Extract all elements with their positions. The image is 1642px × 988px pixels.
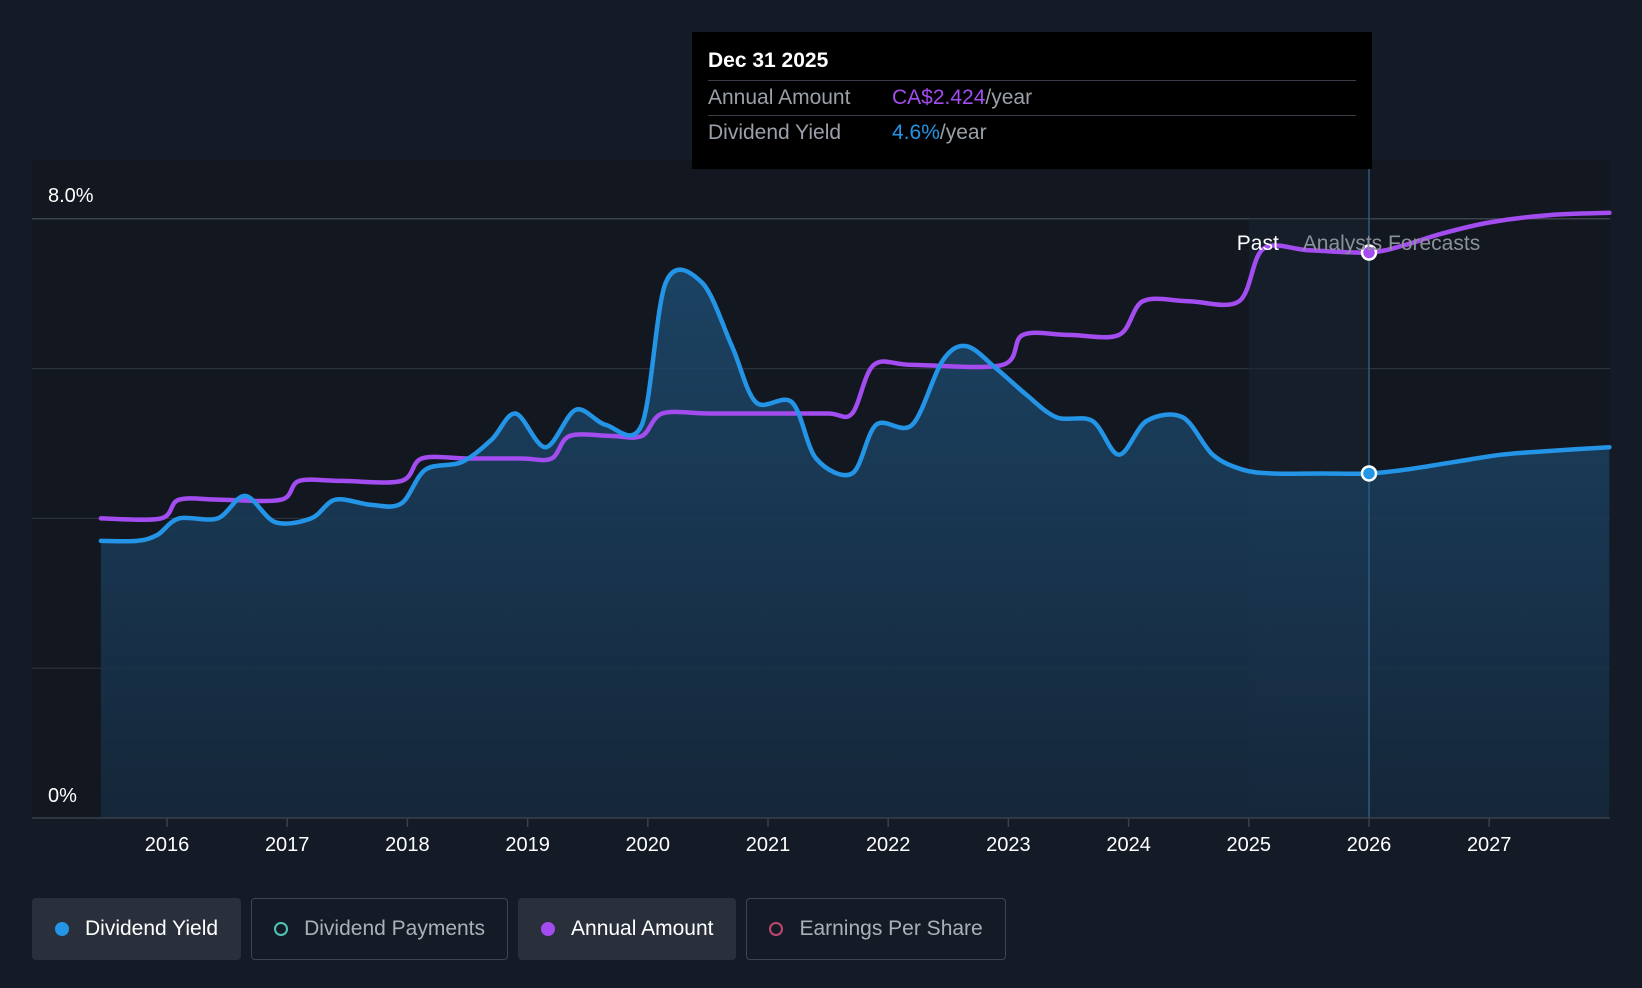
x-tick-label: 2020 — [626, 834, 671, 856]
y-axis-max-label: 8.0% — [48, 185, 94, 207]
y-axis-min-label: 0% — [48, 785, 77, 807]
forecast-label: Analysts Forecasts — [1303, 232, 1480, 255]
tooltip-value: 4.6% — [892, 121, 940, 144]
dividend-yield-line — [98, 267, 1612, 544]
legend-annual-amount[interactable]: Annual Amount — [518, 898, 737, 960]
tooltip: Dec 31 2025 Annual Amount CA$2.424 /year… — [692, 32, 1372, 169]
legend-label: Dividend Yield — [85, 917, 219, 940]
legend-label: Earnings Per Share — [799, 917, 983, 940]
annual-amount-dot-icon — [541, 922, 556, 936]
tooltip-date: Dec 31 2025 — [708, 49, 829, 72]
x-tick-label: 2026 — [1347, 834, 1392, 856]
x-tick-label: 2017 — [265, 834, 310, 856]
x-tick-label: 2016 — [145, 834, 190, 856]
tooltip-unit: /year — [985, 86, 1033, 109]
legend-label: Annual Amount — [571, 917, 714, 940]
x-tick-label: 2022 — [866, 834, 911, 856]
annual-amount-line — [98, 210, 1612, 522]
tooltip-value: CA$2.424 — [892, 86, 986, 109]
dividend-yield-area — [100, 269, 1610, 818]
earnings-per-share-ring-icon — [769, 922, 784, 936]
dividend-payments-ring-icon — [274, 922, 289, 936]
x-tick-label: 2021 — [746, 834, 791, 856]
x-tick-label: 2023 — [986, 834, 1031, 856]
tooltip-row-annual-amount: Annual Amount CA$2.424 /year — [708, 80, 1356, 115]
tooltip-label: Annual Amount — [708, 86, 851, 109]
x-tick-label: 2025 — [1227, 834, 1272, 856]
annual-amount-marker[interactable] — [1360, 244, 1378, 261]
tooltip-label: Dividend Yield — [708, 121, 842, 144]
x-tick-label: 2018 — [385, 834, 430, 856]
legend-dividend-yield[interactable]: Dividend Yield — [32, 898, 242, 960]
x-tick-label: 2027 — [1467, 834, 1512, 856]
tooltip-unit: /year — [939, 121, 987, 144]
tooltip-row-dividend-yield: Dividend Yield 4.6% /year — [708, 115, 1356, 150]
legend-dividend-payments[interactable]: Dividend Payments — [251, 898, 509, 960]
legend-earnings-per-share[interactable]: Earnings Per Share — [746, 898, 1006, 960]
dividend-yield-dot-icon — [55, 922, 69, 936]
x-tick-label: 2019 — [505, 834, 550, 856]
dividend-yield-marker[interactable] — [1360, 465, 1378, 482]
x-tick-label: 2024 — [1106, 834, 1151, 856]
legend-label: Dividend Payments — [304, 917, 486, 940]
legend: Dividend Yield Dividend Payments Annual … — [32, 898, 1006, 960]
past-label: Past — [1237, 232, 1279, 255]
